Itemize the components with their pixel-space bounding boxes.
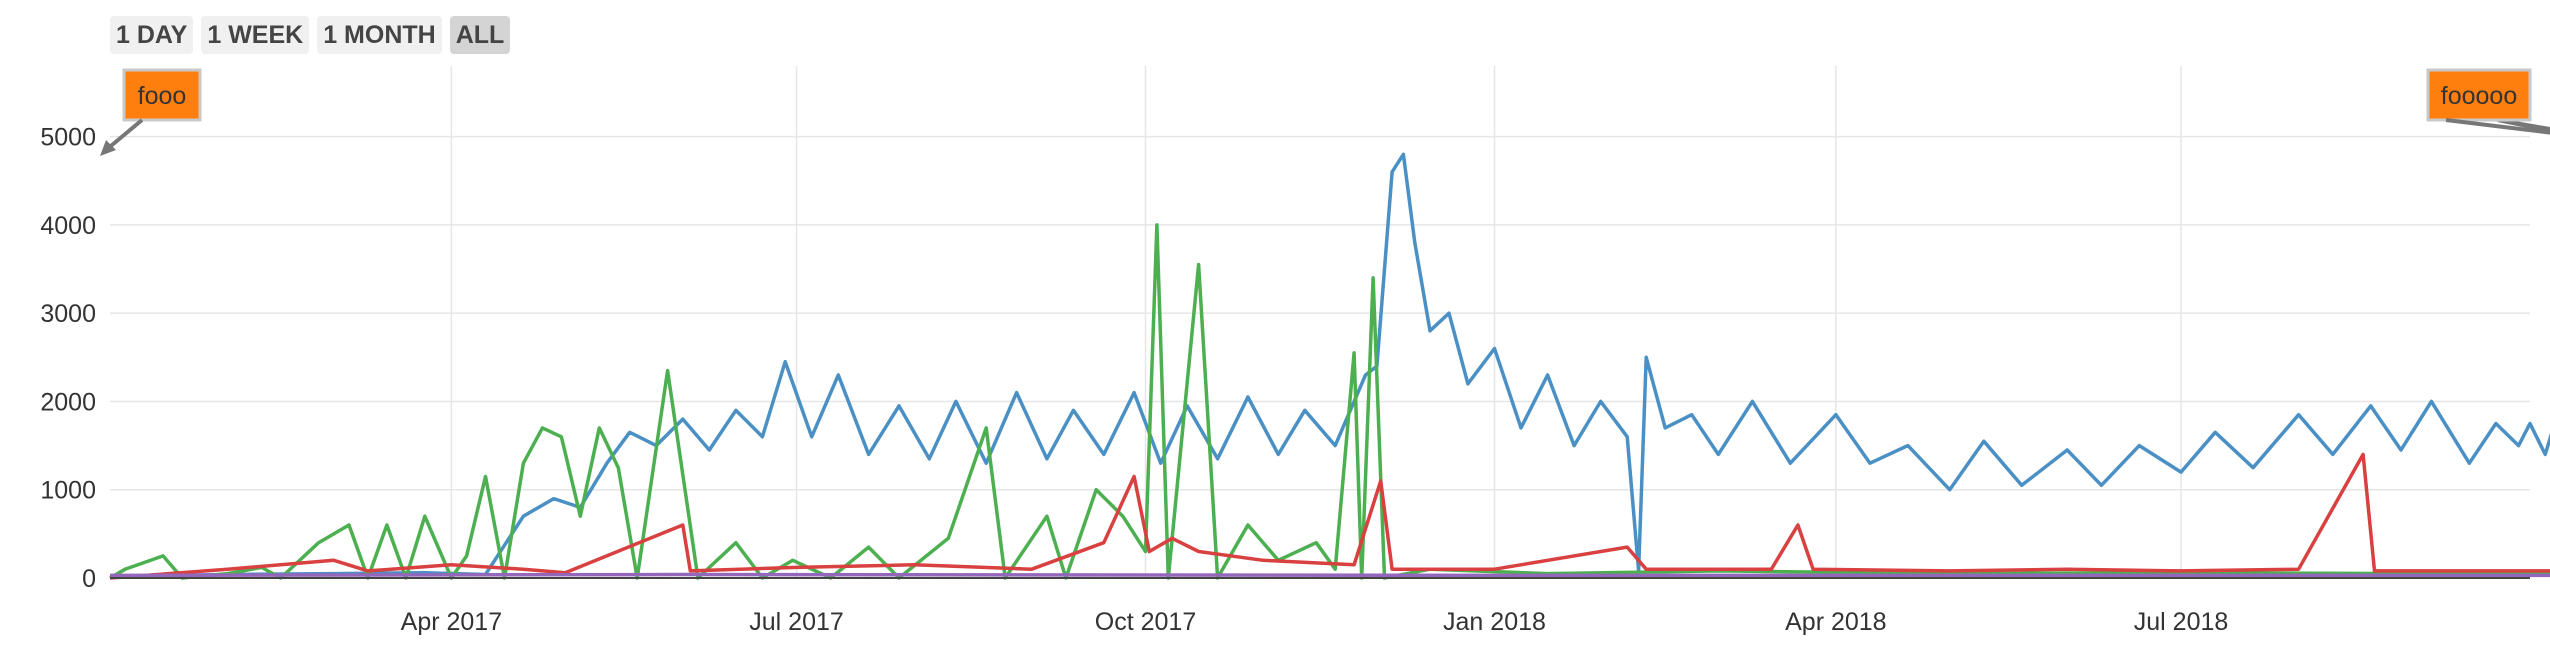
annotation-flag[interactable]: fooooo [2426, 68, 2550, 156]
x-tick-label: Jan 2018 [1443, 608, 1546, 636]
series-line-1 [109, 223, 2550, 580]
annotation-flag[interactable]: fooo [100, 68, 202, 156]
series-line-0 [109, 152, 2550, 578]
annotations: fooosafafooooo [100, 68, 2550, 156]
annotation-arrow [2497, 118, 2550, 132]
series-layer [109, 152, 2550, 580]
x-tick-label: Apr 2017 [401, 608, 502, 636]
annotation-arrowhead [100, 140, 116, 156]
series-line-2 [109, 452, 2550, 580]
axes: 0 1000 2000 3000 4000 5000 Apr 2017 Jul 2017 Oct… [40, 124, 2530, 636]
x-tick-label: Apr 2018 [1785, 608, 1886, 636]
y-tick-label: 2000 [40, 388, 96, 416]
annotation-arrow [104, 118, 144, 152]
y-tick-label: 3000 [40, 300, 96, 328]
annotation-label: fooo [138, 82, 187, 110]
y-tick-label: 1000 [40, 477, 96, 505]
x-tick-label: Oct 2017 [1095, 608, 1196, 636]
x-tick-label: Jul 2017 [749, 608, 844, 636]
range-1-week-button[interactable]: 1 WEEK [201, 16, 310, 54]
grid [110, 66, 2530, 578]
range-all-button[interactable]: ALL [449, 16, 511, 54]
annotation-arrow [2445, 118, 2550, 135]
range-1-month-button[interactable]: 1 MONTH [317, 16, 442, 54]
y-tick-label: 5000 [40, 124, 96, 152]
y-tick-label: 0 [82, 565, 96, 593]
range-1-day-button[interactable]: 1 DAY [110, 16, 194, 54]
annotation-box [122, 68, 202, 122]
annotation-label: fooooo [2441, 82, 2517, 110]
annotation-box [2426, 68, 2532, 122]
y-tick-label: 4000 [40, 212, 96, 240]
range-selector: 1 DAY 1 WEEK 1 MONTH ALL [110, 16, 511, 54]
series-line-3 [109, 572, 2550, 578]
x-tick-label: Jul 2018 [2134, 608, 2229, 636]
